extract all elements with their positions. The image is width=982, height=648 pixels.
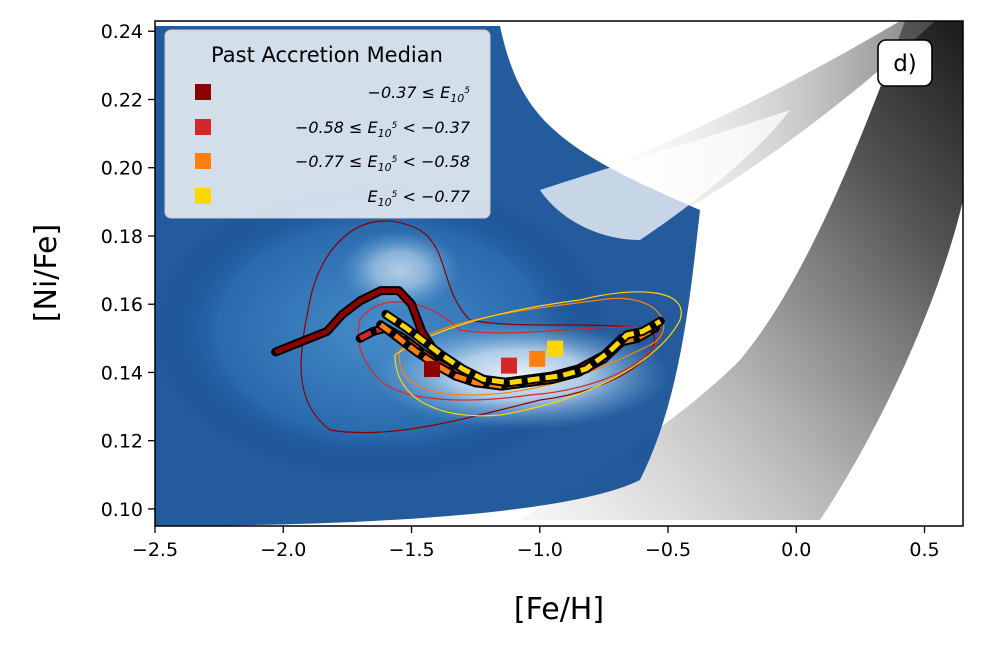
blue-density-core: [370, 320, 670, 430]
contour-red: [357, 301, 661, 401]
x-tick-label: −2.5: [132, 539, 178, 561]
series-line-3: [384, 312, 662, 386]
median-marker-3: [547, 340, 564, 357]
y-tick-label: 0.18: [101, 226, 143, 248]
x-tick-label: −1.0: [517, 539, 563, 561]
x-tick-label: −0.5: [645, 539, 691, 561]
x-axis-ticks: −2.5 −2.0 −1.5 −1.0 −0.5 0.0 0.5: [132, 526, 940, 561]
legend-entries: −0.37 ≤ E105 −0.58 ≤ E105 < −0.37 −0.77 ≤ …: [195, 83, 471, 209]
y-tick-label: 0.14: [101, 362, 143, 384]
median-marker-2: [529, 350, 546, 367]
blue-density-core-left: [340, 230, 460, 310]
legend-swatch-2: [195, 153, 211, 169]
y-tick-label: 0.24: [101, 21, 143, 43]
legend: Past Accretion Median −0.37 ≤ E105 −0.58 …: [164, 29, 491, 219]
legend-swatch-0: [195, 84, 211, 100]
median-marker-0: [424, 361, 441, 378]
legend-label-0: −0.37 ≤ E105: [368, 83, 471, 105]
y-tick-label: 0.20: [101, 158, 143, 180]
y-axis-ticks: 0.10 0.12 0.14 0.16 0.18 0.20 0.22 0.24: [101, 21, 155, 521]
legend-title: Past Accretion Median: [211, 43, 443, 67]
grey-density-band: [520, 21, 963, 520]
y-tick-label: 0.16: [101, 294, 143, 316]
x-tick-label: −2.0: [260, 539, 306, 561]
panel-label: d): [893, 51, 917, 77]
legend-box: [164, 29, 491, 219]
legend-label-1: −0.58 ≤ E105 < −0.37: [295, 118, 471, 140]
plot-frame: [154, 20, 964, 527]
x-axis-label: [Fe/H]: [514, 592, 604, 627]
y-tick-label: 0.10: [101, 499, 143, 521]
legend-swatch-3: [195, 188, 211, 204]
contour-orange: [398, 297, 665, 396]
median-marker-1: [500, 357, 517, 374]
x-tick-label: 0.0: [781, 539, 811, 561]
contour-yellow: [394, 291, 682, 417]
density-gap: [540, 110, 790, 240]
y-tick-label: 0.22: [101, 89, 143, 111]
legend-swatch-1: [195, 119, 211, 135]
legend-label-3: E105 < −0.77: [368, 187, 471, 209]
x-tick-label: 0.5: [909, 539, 939, 561]
y-axis-label: [Ni/Fe]: [29, 224, 64, 322]
x-tick-label: −1.5: [388, 539, 434, 561]
legend-label-2: −0.77 ≤ E105 < −0.58: [295, 152, 470, 174]
y-tick-label: 0.12: [101, 431, 143, 453]
panel-label-box: d): [877, 39, 933, 87]
series-layer: [271, 286, 665, 391]
